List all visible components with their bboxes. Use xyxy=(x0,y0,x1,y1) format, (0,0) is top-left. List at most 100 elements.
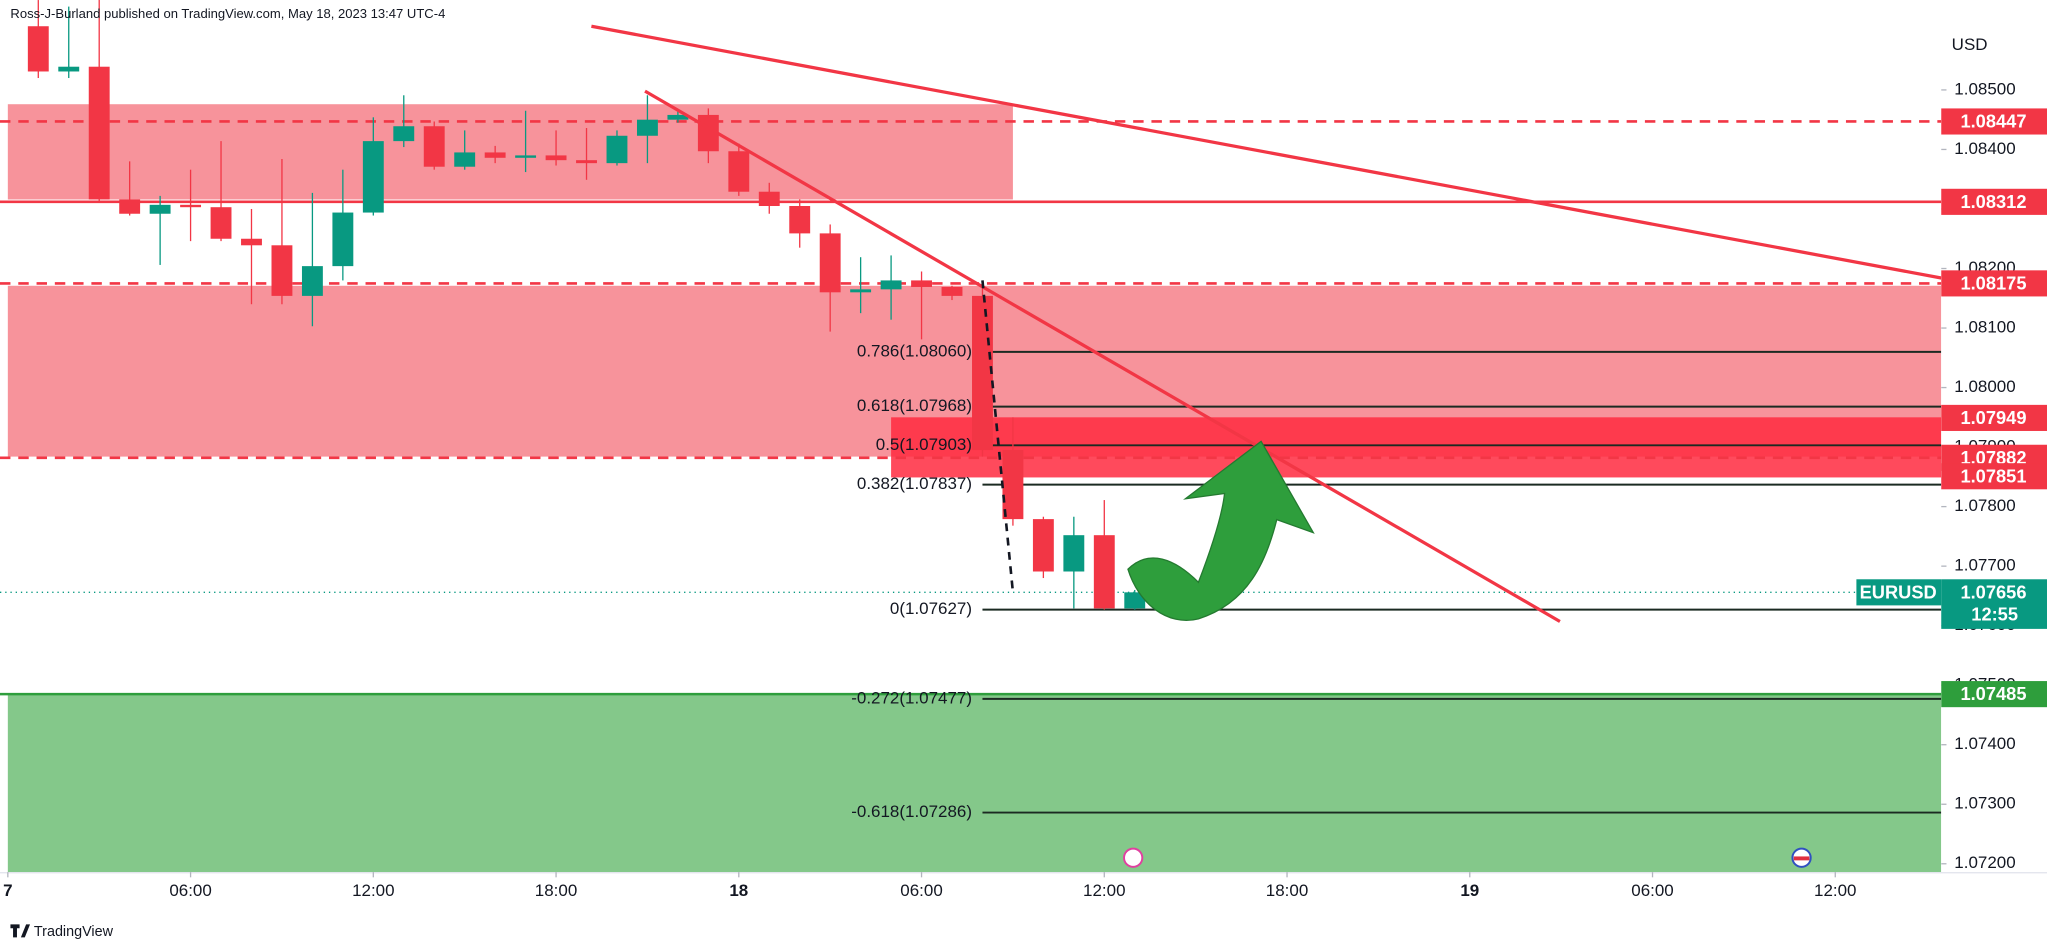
fib-label: 0.5(1.07903) xyxy=(876,435,972,454)
candle-body xyxy=(362,141,384,213)
symbol-tag xyxy=(1856,579,1942,606)
candle-body xyxy=(484,152,506,158)
candle-body xyxy=(545,155,567,161)
candle-body xyxy=(576,160,597,164)
candle-body xyxy=(1124,592,1146,609)
last-price-label: 1.07656 xyxy=(1960,581,2026,602)
candle-body xyxy=(636,119,658,136)
trendline xyxy=(981,280,1015,593)
y-tick-label: 1.07200 xyxy=(1954,853,2015,872)
price-tag xyxy=(1941,681,2047,708)
fib-label: 0.618(1.07968) xyxy=(857,396,972,415)
x-tick-label: 06:00 xyxy=(169,881,211,900)
candle-body xyxy=(1032,519,1054,572)
candle-body xyxy=(210,207,232,239)
zone xyxy=(7,104,1013,200)
last-price-tag xyxy=(1941,579,2047,629)
x-tick-label: 18 xyxy=(729,881,748,900)
plot-area: 0.786(1.08060) 0.618(1.07968) 0.5(1.07903)… xyxy=(0,0,1942,873)
y-tick-label: 1.07800 xyxy=(1954,496,2015,515)
x-tick-label: 7 xyxy=(3,881,12,900)
arrow-shape xyxy=(1127,440,1315,621)
price-tag-label: 1.08175 xyxy=(1960,273,2026,294)
event-flag xyxy=(1793,856,1810,861)
price-tag-label: 1.07882 xyxy=(1960,447,2026,468)
fib-label: 0.786(1.08060) xyxy=(857,341,972,360)
zone xyxy=(891,417,1942,478)
price-tag-label: 1.07851 xyxy=(1960,465,2026,486)
candle-body xyxy=(180,204,202,208)
candle-body xyxy=(941,286,963,296)
price-tag xyxy=(1941,188,2047,215)
footer-text: TradingView xyxy=(34,924,114,940)
logo-icon xyxy=(10,924,31,938)
countdown-label: 12:55 xyxy=(1971,604,2018,625)
price-tag-label: 1.07485 xyxy=(1960,683,2026,704)
candle-body xyxy=(758,191,780,207)
y-tick-label: 1.08500 xyxy=(1954,79,2015,98)
fib-label: -0.272(1.07477) xyxy=(851,688,972,707)
fib-label: 0(1.07627) xyxy=(890,599,972,618)
price-axis xyxy=(1941,0,2047,873)
footer-logo: TradingView xyxy=(10,924,114,940)
x-tick-label: 19 xyxy=(1460,881,1479,900)
candle-body xyxy=(911,280,932,287)
price-tag xyxy=(1941,404,2047,431)
candle-body xyxy=(27,26,49,72)
price-tags: 1.084471.083121.081751.079491.078821.078… xyxy=(1856,108,2047,708)
x-tick-label: 06:00 xyxy=(900,881,942,900)
fib-label: 0.382(1.07837) xyxy=(857,474,972,493)
candle-body xyxy=(301,266,323,296)
x-tick-label: 18:00 xyxy=(1266,881,1308,900)
x-tick-label: 06:00 xyxy=(1631,881,1673,900)
y-tick-label: 1.07700 xyxy=(1954,556,2015,575)
candle-body xyxy=(58,66,80,72)
trendline xyxy=(591,24,1942,280)
y-tick-label: 1.07300 xyxy=(1954,794,2015,813)
green-arrow xyxy=(1127,440,1315,621)
x-tick-label: 18:00 xyxy=(535,881,577,900)
candle-body xyxy=(850,289,872,293)
x-tick-label: 12:00 xyxy=(1083,881,1125,900)
y-tick-label: 1.07400 xyxy=(1954,734,2015,753)
candle-body xyxy=(606,135,628,164)
candle-body xyxy=(880,280,902,290)
y-tick-label: 1.08100 xyxy=(1954,318,2015,337)
candle-body xyxy=(667,114,689,120)
price-tag xyxy=(1941,270,2047,297)
price-tag-label: 1.07949 xyxy=(1960,407,2026,428)
candle-body xyxy=(332,212,354,267)
price-tag xyxy=(1941,108,2047,135)
x-tick-label: 12:00 xyxy=(1814,881,1856,900)
candle-body xyxy=(119,199,141,214)
candle-body xyxy=(1002,450,1024,520)
candle-body xyxy=(271,245,293,296)
trendline xyxy=(644,89,1561,623)
symbol-label: EURUSD xyxy=(1860,581,1937,602)
candle-body xyxy=(149,204,171,214)
candle-body xyxy=(1063,535,1085,572)
header-text: Ross-J-Burland published on TradingView.… xyxy=(10,6,445,21)
x-tick-label: 12:00 xyxy=(352,881,394,900)
candle-body xyxy=(728,151,750,192)
candle-body xyxy=(393,126,415,142)
price-tag-label: 1.08447 xyxy=(1960,111,2026,132)
price-tag xyxy=(1941,463,2047,490)
candle-body xyxy=(1093,535,1115,609)
candle-body xyxy=(972,295,993,451)
candle-body xyxy=(241,238,262,246)
y-tick-label: 1.08400 xyxy=(1954,139,2015,158)
event-icons xyxy=(1123,847,1812,868)
price-tag-label: 1.08312 xyxy=(1960,191,2026,212)
candle-body xyxy=(88,66,110,200)
candle-body xyxy=(423,126,445,167)
zone xyxy=(7,694,1942,873)
candle-body xyxy=(515,155,537,158)
fib-label: -0.618(1.07286) xyxy=(851,802,972,821)
currency: USD xyxy=(1952,35,1988,54)
candle-body xyxy=(819,233,841,293)
candle-body xyxy=(789,206,811,234)
y-tick-label: 1.08000 xyxy=(1954,377,2015,396)
